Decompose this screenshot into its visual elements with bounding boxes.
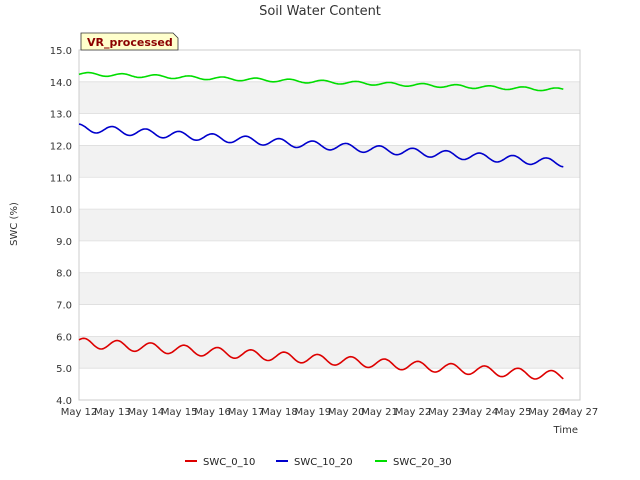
y-tick-labels: 4.0 5.0 6.0 7.0 8.0 9.0 10.0 11.0 12.0 13.0 14.0 15… xyxy=(50,46,72,407)
y-tick-label: 12.0 xyxy=(50,141,72,152)
y-tick-label: 4.0 xyxy=(56,396,72,407)
x-tick-label: May 15 xyxy=(161,407,198,418)
x-tick-label: May 17 xyxy=(228,407,265,418)
y-axis-label: SWC (%) xyxy=(9,202,20,246)
legend-label: SWC_10_20 xyxy=(294,457,353,468)
x-tick-label: May 26 xyxy=(528,407,565,418)
x-tick-label: May 22 xyxy=(395,407,432,418)
band xyxy=(79,81,580,114)
x-axis-label: Time xyxy=(553,425,578,436)
legend-label: SWC_0_10 xyxy=(203,457,255,468)
x-tick-label: May 16 xyxy=(194,407,231,418)
series-line-SWC_0_10 xyxy=(78,337,564,380)
series-lines xyxy=(78,71,564,380)
y-tick-label: 5.0 xyxy=(56,364,72,375)
x-tick-label: May 25 xyxy=(495,407,532,418)
x-tick-label: May 12 xyxy=(61,407,98,418)
x-tick-label: May 27 xyxy=(562,407,599,418)
y-tick-label: 14.0 xyxy=(50,78,72,89)
band xyxy=(79,272,580,305)
plot-bands xyxy=(79,81,580,369)
x-tick-label: May 14 xyxy=(128,407,165,418)
x-tick-label: May 13 xyxy=(94,407,131,418)
band xyxy=(79,209,580,241)
chart-title: Soil Water Content xyxy=(259,4,381,19)
y-tick-label: 10.0 xyxy=(50,205,72,216)
legend: SWC_0_10 SWC_10_20 SWC_20_30 xyxy=(185,457,452,468)
y-tick-label: 13.0 xyxy=(50,110,72,121)
y-tick-label: 8.0 xyxy=(56,269,72,280)
annotation-badge-box xyxy=(80,32,179,51)
x-tick-label: May 19 xyxy=(295,407,332,418)
legend-label: SWC_20_30 xyxy=(393,457,452,468)
series-line-SWC_20_30 xyxy=(78,71,564,92)
x-tick-label: May 20 xyxy=(328,407,365,418)
y-tick-label: 6.0 xyxy=(56,332,72,343)
y-tick-label: 7.0 xyxy=(56,301,72,312)
plot-frame xyxy=(78,49,581,401)
y-tick-label: 15.0 xyxy=(50,46,72,57)
x-tick-label: May 23 xyxy=(428,407,465,418)
x-tick-label: May 21 xyxy=(361,407,398,418)
annotation-text: VR_processed xyxy=(87,36,173,49)
x-tick-label: May 18 xyxy=(261,407,298,418)
y-tick-label: 11.0 xyxy=(50,173,72,184)
x-tick-label: May 24 xyxy=(462,407,499,418)
annotation-badge: VR_processed xyxy=(80,32,179,51)
y-tick-label: 9.0 xyxy=(56,237,72,248)
series-line-SWC_10_20 xyxy=(78,123,564,168)
